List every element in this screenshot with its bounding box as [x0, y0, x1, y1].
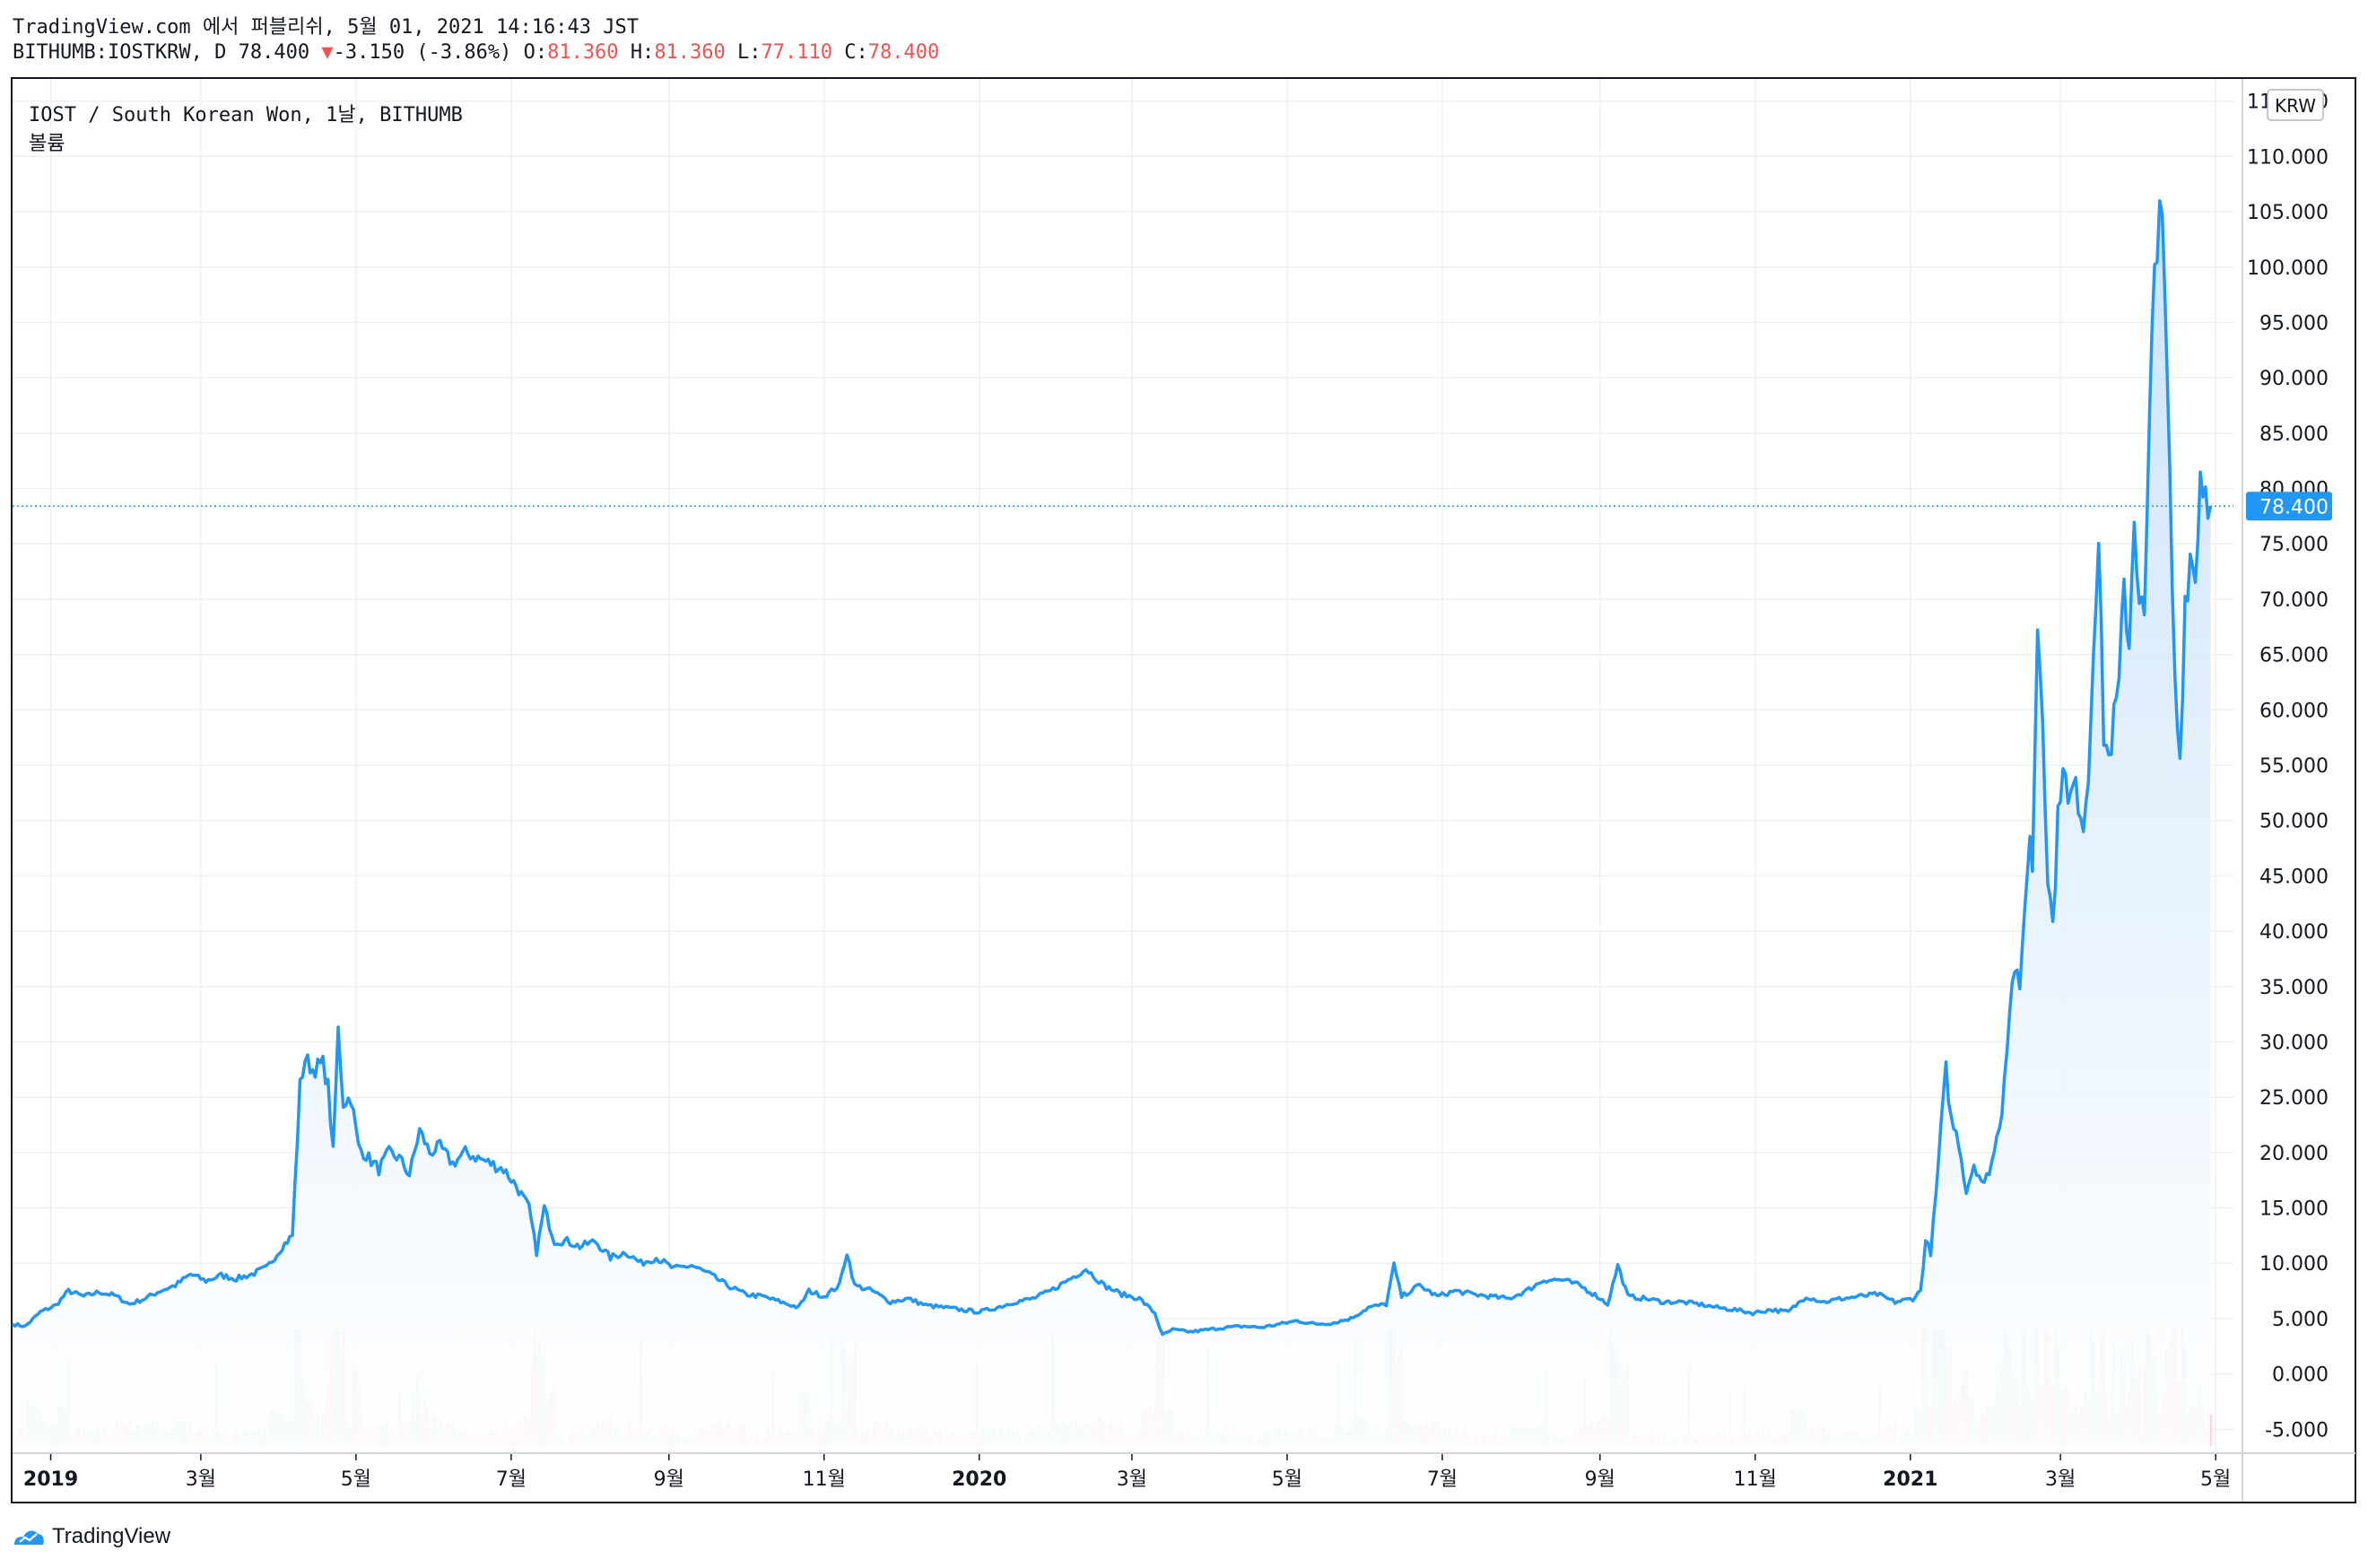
- last-price-tag: [2246, 492, 2332, 521]
- y-tick-label: 55.000: [2259, 755, 2329, 778]
- y-tick-label: 60.000: [2259, 700, 2329, 722]
- y-tick-label: 10.000: [2259, 1253, 2329, 1276]
- y-tick-label: 70.000: [2259, 589, 2329, 612]
- x-tick-label: 11월: [803, 1468, 846, 1491]
- x-tick-label: 2019: [23, 1468, 78, 1491]
- open-label: O:: [523, 41, 548, 64]
- y-tick-label: 75.000: [2259, 534, 2329, 556]
- close-label: C:: [844, 41, 868, 64]
- y-tick-label: 110.000: [2247, 146, 2329, 169]
- tradingview-logo[interactable]: TradingView: [13, 1523, 170, 1550]
- y-tick-label: 105.000: [2247, 202, 2329, 224]
- publish-line: TradingView.com 에서 퍼블리쉬, 5월 01, 2021 14:…: [13, 16, 639, 39]
- x-tick-label: 3월: [186, 1468, 216, 1491]
- y-tick-label: 90.000: [2259, 368, 2329, 390]
- y-tick-label: -5.000: [2265, 1419, 2329, 1442]
- x-tick-label: 11월: [1734, 1468, 1777, 1491]
- high-label: H:: [630, 41, 655, 64]
- x-tick-label: 5월: [2200, 1468, 2231, 1491]
- y-tick-label: 50.000: [2259, 811, 2329, 833]
- y-tick-label: 30.000: [2259, 1032, 2329, 1054]
- chart-frame[interactable]: [11, 77, 2356, 1503]
- chart-legend-title: IOST / South Korean Won, 1날, BITHUMB: [29, 104, 463, 126]
- volume-legend-label: 볼륨: [29, 133, 65, 155]
- y-tick-label: 45.000: [2259, 866, 2329, 888]
- low-label: L:: [737, 41, 762, 64]
- tradingview-logo-icon: [14, 1530, 44, 1545]
- symbol-info: BITHUMB:IOSTKRW, D 78.400: [13, 41, 310, 64]
- change-text: -3.150 (-3.86%): [333, 41, 512, 64]
- x-tick-label: 7월: [1427, 1468, 1458, 1491]
- y-tick-label: 95.000: [2259, 312, 2329, 335]
- y-tick-label: 35.000: [2259, 977, 2329, 999]
- y-tick-label: 85.000: [2259, 423, 2329, 446]
- y-tick-label: 5.000: [2272, 1309, 2329, 1331]
- ohlc-line: BITHUMB:IOSTKRW, D 78.400 ▼-3.150 (-3.86…: [13, 41, 939, 64]
- x-tick-label: 2021: [1883, 1468, 1937, 1491]
- x-tick-label: 9월: [654, 1468, 684, 1491]
- price-area-fill: [13, 200, 2211, 1451]
- area-layer: [11, 199, 2233, 1451]
- x-tick-label: 3월: [2045, 1468, 2076, 1491]
- x-tick-label: 7월: [496, 1468, 527, 1491]
- y-tick-label: 0.000: [2272, 1364, 2329, 1387]
- open-value: 81.360: [547, 41, 619, 64]
- currency-badge: [2267, 89, 2324, 121]
- x-tick-label: 5월: [341, 1468, 371, 1491]
- last-price-label: 78.400: [2259, 496, 2329, 518]
- x-tick-label: 2020: [952, 1468, 1006, 1491]
- y-tick-label: 20.000: [2259, 1143, 2329, 1165]
- high-value: 81.360: [654, 41, 726, 64]
- change-down-icon: ▼: [321, 41, 334, 64]
- currency-label: KRW: [2275, 95, 2316, 117]
- tradingview-brand: TradingView: [52, 1524, 171, 1548]
- y-tick-label: 65.000: [2259, 645, 2329, 667]
- price-line: [11, 199, 2213, 1337]
- y-tick-label: 100.000: [2247, 257, 2329, 280]
- y-tick-label: 25.000: [2259, 1087, 2329, 1110]
- y-tick-label: 40.000: [2259, 921, 2329, 944]
- x-tick-label: 5월: [1272, 1468, 1302, 1491]
- y-tick-label: 15.000: [2259, 1198, 2329, 1221]
- close-value: 78.400: [867, 41, 940, 64]
- axis-layer: 115.000110.000105.000100.00095.00090.000…: [13, 79, 2355, 1502]
- x-tick-label: 9월: [1585, 1468, 1615, 1491]
- low-value: 77.110: [761, 41, 833, 64]
- x-tick-label: 3월: [1117, 1468, 1147, 1491]
